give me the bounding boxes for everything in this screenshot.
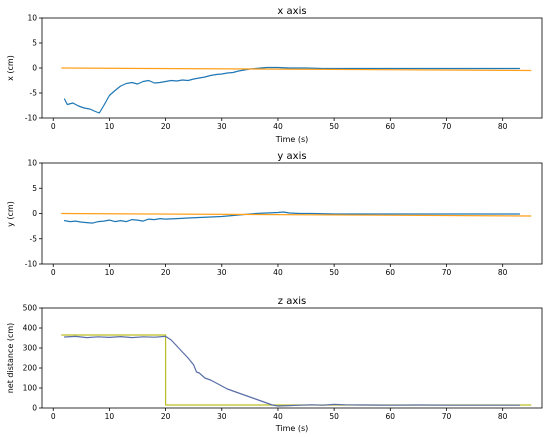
series-group <box>61 334 532 407</box>
y-tick-label: 10 <box>27 159 37 168</box>
x-tick-label: 80 <box>498 268 508 277</box>
y-axis-label: net distance (cm) <box>6 323 15 394</box>
x-tick-label: 60 <box>386 268 396 277</box>
x-tick-label: 20 <box>161 122 171 131</box>
x-tick-label: 20 <box>161 412 171 421</box>
series-line-1 <box>63 211 521 224</box>
x-tick-label: 50 <box>329 412 339 421</box>
y-tick-label: -5 <box>30 234 38 243</box>
x-tick-label: 70 <box>442 412 452 421</box>
x-ticks: 0 10 20 30 40 50 60 70 80 <box>51 264 508 277</box>
y-tick-label: 5 <box>32 184 37 193</box>
series-line-2 <box>61 212 532 217</box>
x-tick-label: 0 <box>51 412 56 421</box>
plot-frame <box>41 307 543 409</box>
x-tick-label: 0 <box>51 122 56 131</box>
x-tick-label: 50 <box>329 268 339 277</box>
x-tick-label: 40 <box>273 412 283 421</box>
y-ticks: -10 -5 0 5 10 <box>25 14 42 123</box>
y-tick-label: 100 <box>23 384 38 393</box>
series-line-2 <box>61 67 532 72</box>
x-tick-label: 10 <box>105 268 115 277</box>
x-tick-label: 40 <box>273 122 283 131</box>
x-axis-label: Time (s) <box>275 135 309 144</box>
panel-y-axis: y axis 0 10 20 30 40 50 60 70 80 -10 -5 0 5 10 y (cm… <box>6 151 543 277</box>
series-group <box>61 66 532 114</box>
x-tick-label: 20 <box>161 268 171 277</box>
chart-title: x axis <box>277 6 306 17</box>
y-tick-label: 10 <box>27 14 37 23</box>
x-axis-label: Time (s) <box>275 424 309 433</box>
x-tick-label: 30 <box>217 412 227 421</box>
x-tick-label: 60 <box>386 122 396 131</box>
y-axis-label: x (cm) <box>6 55 15 81</box>
x-tick-label: 60 <box>386 412 396 421</box>
x-tick-label: 30 <box>217 268 227 277</box>
series-line-1 <box>63 66 521 114</box>
x-tick-label: 80 <box>498 412 508 421</box>
y-ticks: -10 -5 0 5 10 <box>25 159 42 269</box>
y-tick-label: 300 <box>23 344 38 353</box>
series-line-1 <box>61 334 532 406</box>
y-axis-label: y (cm) <box>6 201 15 227</box>
x-tick-label: 10 <box>105 122 115 131</box>
y-tick-label: -10 <box>25 260 37 269</box>
x-tick-label: 10 <box>105 412 115 421</box>
x-ticks: 0 10 20 30 40 50 60 70 80 <box>51 408 508 421</box>
y-tick-label: 0 <box>32 209 37 218</box>
y-tick-label: 400 <box>23 324 38 333</box>
panel-z-axis: z axis 0 10 20 30 40 50 60 70 80 0 100 200 300 400 50… <box>6 296 543 433</box>
x-tick-label: 0 <box>51 268 56 277</box>
y-tick-label: 0 <box>32 404 37 413</box>
y-tick-label: 0 <box>32 64 37 73</box>
y-ticks: 0 100 200 300 400 500 <box>23 304 42 413</box>
y-tick-label: -10 <box>25 114 37 123</box>
x-ticks: 0 10 20 30 40 50 60 70 80 <box>51 118 508 131</box>
chart-title: z axis <box>278 296 306 307</box>
series-line-2 <box>63 335 521 407</box>
chart-title: y axis <box>277 151 306 162</box>
y-tick-label: 200 <box>23 364 38 373</box>
y-tick-label: -5 <box>30 89 38 98</box>
y-tick-label: 5 <box>32 39 37 48</box>
y-tick-label: 500 <box>23 304 38 313</box>
x-tick-label: 30 <box>217 122 227 131</box>
series-group <box>61 211 532 224</box>
x-tick-label: 40 <box>273 268 283 277</box>
x-tick-label: 70 <box>442 268 452 277</box>
x-tick-label: 50 <box>329 122 339 131</box>
panel-x-axis: x axis 0 10 20 30 40 50 60 70 80 -10 -5 0 5 10 Time … <box>6 6 543 144</box>
x-tick-label: 70 <box>442 122 452 131</box>
x-tick-label: 80 <box>498 122 508 131</box>
